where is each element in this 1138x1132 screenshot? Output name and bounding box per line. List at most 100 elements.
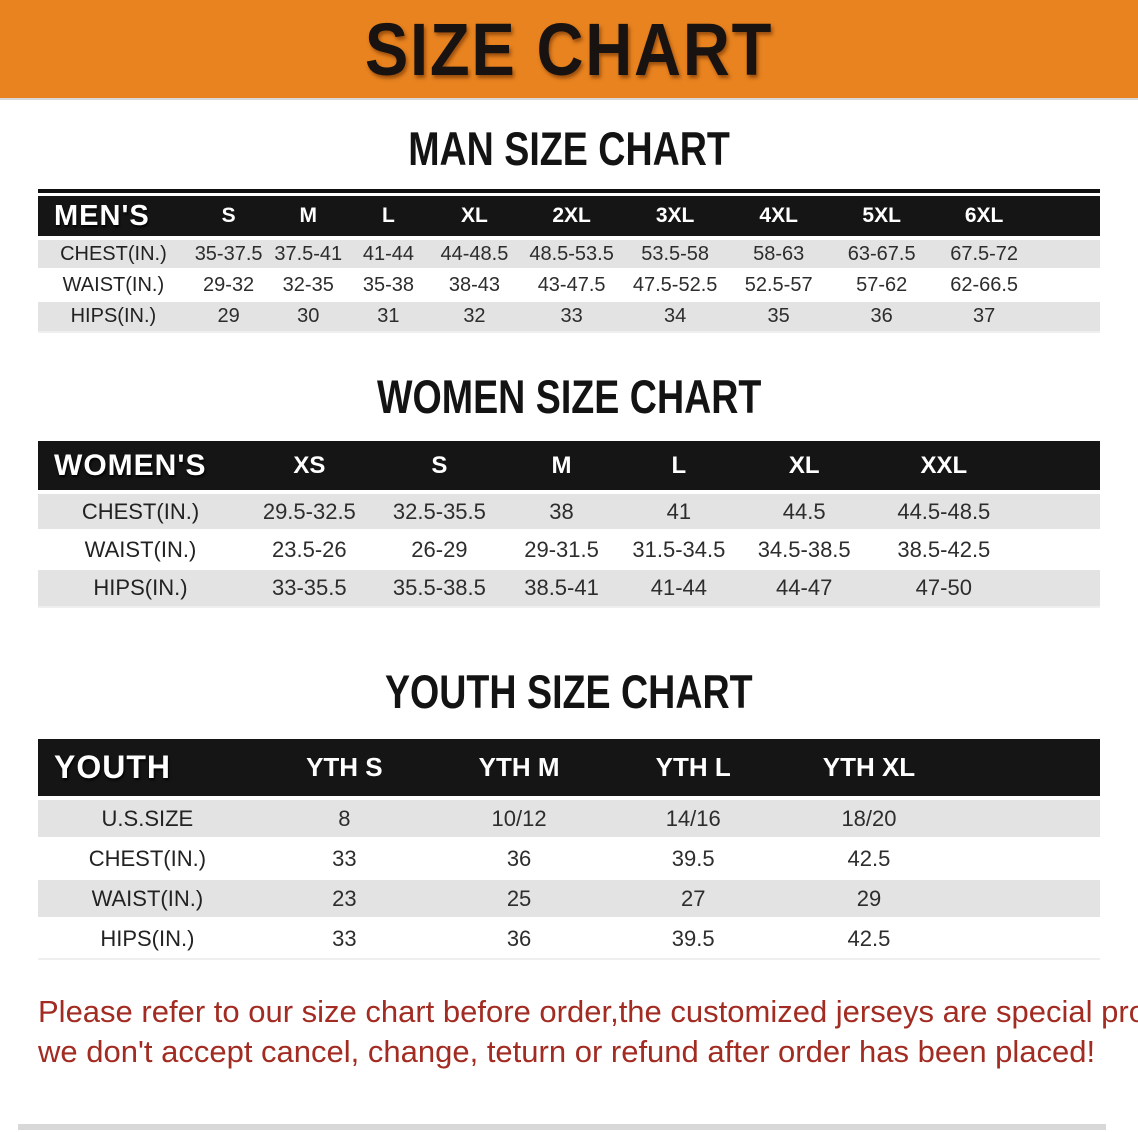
size-value-cell: 33 (256, 840, 432, 880)
size-value-cell: 32.5-35.5 (375, 494, 504, 532)
disclaimer-line-1: Please refer to our size chart before or… (38, 994, 1138, 1029)
size-value-cell: 29 (188, 302, 269, 333)
size-value-cell: 62-66.5 (933, 271, 1036, 302)
table-row: WAIST(IN.) 29-32 32-35 35-38 38-43 43-47.5 47.… (38, 271, 1100, 302)
row-spacer (1035, 271, 1100, 302)
bottom-divider-bar (18, 1124, 1106, 1130)
row-label: WAIST(IN.) (38, 532, 243, 570)
size-value-cell: 36 (830, 302, 934, 333)
youth-header-row: YOUTH YTH S YTH M YTH L YTH XL (38, 739, 1100, 800)
table-row: HIPS(IN.) 33-35.5 35.5-38.5 38.5-41 41-44 44-… (38, 570, 1100, 608)
size-value-cell: 47.5-52.5 (623, 271, 728, 302)
men-section-title: MAN SIZE CHART (0, 125, 1138, 172)
size-value-cell: 44.5-48.5 (870, 494, 1018, 532)
women-section-title-text: WOMEN SIZE CHART (376, 370, 762, 423)
column-header: XXL (870, 441, 1018, 494)
section-youth-size-chart: YOUTH SIZE CHART YOUTH YTH S YTH M YTH L YTH… (0, 668, 1138, 960)
women-section-title: WOMEN SIZE CHART (0, 373, 1138, 420)
column-header: 4XL (727, 196, 831, 240)
column-header: M (503, 441, 620, 494)
table-header-label: WOMEN'S (38, 441, 243, 494)
size-value-cell: 23.5-26 (242, 532, 376, 570)
size-value-cell: 39.5 (606, 840, 781, 880)
size-value-cell: 10/12 (431, 800, 607, 840)
men-section-title-text: MAN SIZE CHART (408, 122, 730, 175)
table-row: U.S.SIZE 8 10/12 14/16 18/20 (38, 800, 1100, 840)
table-row: WAIST(IN.) 23 25 27 29 (38, 880, 1100, 920)
disclaimer-line-2: we don't accept cancel, change, teturn o… (38, 1034, 1096, 1070)
youth-size-table-wrap: YOUTH YTH S YTH M YTH L YTH XL U.S.SIZE 8 10/1… (38, 739, 1100, 960)
header-spacer (1017, 441, 1100, 494)
row-spacer (1017, 494, 1100, 532)
size-value-cell: 25 (431, 880, 607, 920)
row-label: HIPS(IN.) (38, 920, 257, 960)
women-header-row: WOMEN'S XS S M L XL XXL (38, 441, 1100, 494)
size-value-cell: 8 (256, 800, 432, 840)
row-spacer (1035, 302, 1100, 333)
size-value-cell: 37 (933, 302, 1036, 333)
women-size-table: WOMEN'S XS S M L XL XXL CHEST(IN.) 29.5-32.5 32.… (38, 441, 1100, 608)
size-value-cell: 42.5 (780, 920, 958, 960)
column-header: XS (242, 441, 376, 494)
youth-size-table: YOUTH YTH S YTH M YTH L YTH XL U.S.SIZE 8 10/1… (38, 739, 1100, 960)
size-value-cell: 33-35.5 (242, 570, 376, 608)
size-value-cell: 39.5 (606, 920, 781, 960)
size-value-cell: 42.5 (780, 840, 958, 880)
size-value-cell: 48.5-53.5 (520, 240, 624, 271)
column-header: L (348, 196, 429, 240)
size-value-cell: 43-47.5 (520, 271, 624, 302)
size-value-cell: 35-38 (348, 271, 429, 302)
column-header: YTH M (431, 739, 607, 800)
row-label: CHEST(IN.) (38, 240, 189, 271)
size-value-cell: 58-63 (727, 240, 831, 271)
size-value-cell: 38.5-42.5 (870, 532, 1018, 570)
table-row: CHEST(IN.) 29.5-32.5 32.5-35.5 38 41 44.5 44.5… (38, 494, 1100, 532)
women-size-table-wrap: WOMEN'S XS S M L XL XXL CHEST(IN.) 29.5-32.5 32.… (38, 441, 1100, 608)
footer-disclaimer: Please refer to our size chart before or… (38, 992, 1138, 1073)
size-value-cell: 18/20 (780, 800, 958, 840)
row-label: HIPS(IN.) (38, 302, 189, 333)
header-spacer (1035, 196, 1100, 240)
size-value-cell: 32 (428, 302, 521, 333)
table-row: CHEST(IN.) 35-37.5 37.5-41 41-44 44-48.5 48.5… (38, 240, 1100, 271)
size-value-cell: 47-50 (870, 570, 1018, 608)
column-header: 2XL (520, 196, 624, 240)
size-value-cell: 44-47 (737, 570, 871, 608)
row-spacer (1017, 570, 1100, 608)
row-spacer (1035, 240, 1100, 271)
size-value-cell: 31.5-34.5 (619, 532, 738, 570)
size-value-cell: 34.5-38.5 (737, 532, 871, 570)
size-value-cell: 33 (520, 302, 624, 333)
size-value-cell: 63-67.5 (830, 240, 934, 271)
size-value-cell: 41-44 (348, 240, 429, 271)
youth-section-title-text: YOUTH SIZE CHART (385, 665, 753, 718)
column-header: YTH XL (780, 739, 958, 800)
table-row: HIPS(IN.) 33 36 39.5 42.5 (38, 920, 1100, 960)
column-header: S (375, 441, 504, 494)
row-spacer (957, 920, 1100, 960)
page-title: SIZE CHART (364, 7, 774, 91)
row-label: WAIST(IN.) (38, 880, 257, 920)
size-value-cell: 38.5-41 (503, 570, 620, 608)
column-header: S (188, 196, 269, 240)
size-value-cell: 26-29 (375, 532, 504, 570)
size-value-cell: 34 (623, 302, 728, 333)
size-value-cell: 44-48.5 (428, 240, 521, 271)
size-value-cell: 29 (780, 880, 958, 920)
column-header: 5XL (830, 196, 934, 240)
row-label: HIPS(IN.) (38, 570, 243, 608)
size-value-cell: 36 (431, 920, 607, 960)
size-value-cell: 30 (268, 302, 349, 333)
size-value-cell: 32-35 (268, 271, 349, 302)
size-value-cell: 29.5-32.5 (242, 494, 376, 532)
column-header: YTH S (256, 739, 432, 800)
men-size-table: MEN'S S M L XL 2XL 3XL 4XL 5XL 6XL CHEST(IN.) 35-3… (38, 196, 1100, 333)
size-value-cell: 52.5-57 (727, 271, 831, 302)
table-header-label: YOUTH (38, 739, 257, 800)
column-header: L (619, 441, 738, 494)
size-value-cell: 44.5 (737, 494, 871, 532)
youth-section-title: YOUTH SIZE CHART (0, 668, 1138, 715)
row-label: U.S.SIZE (38, 800, 257, 840)
size-value-cell: 35 (727, 302, 831, 333)
